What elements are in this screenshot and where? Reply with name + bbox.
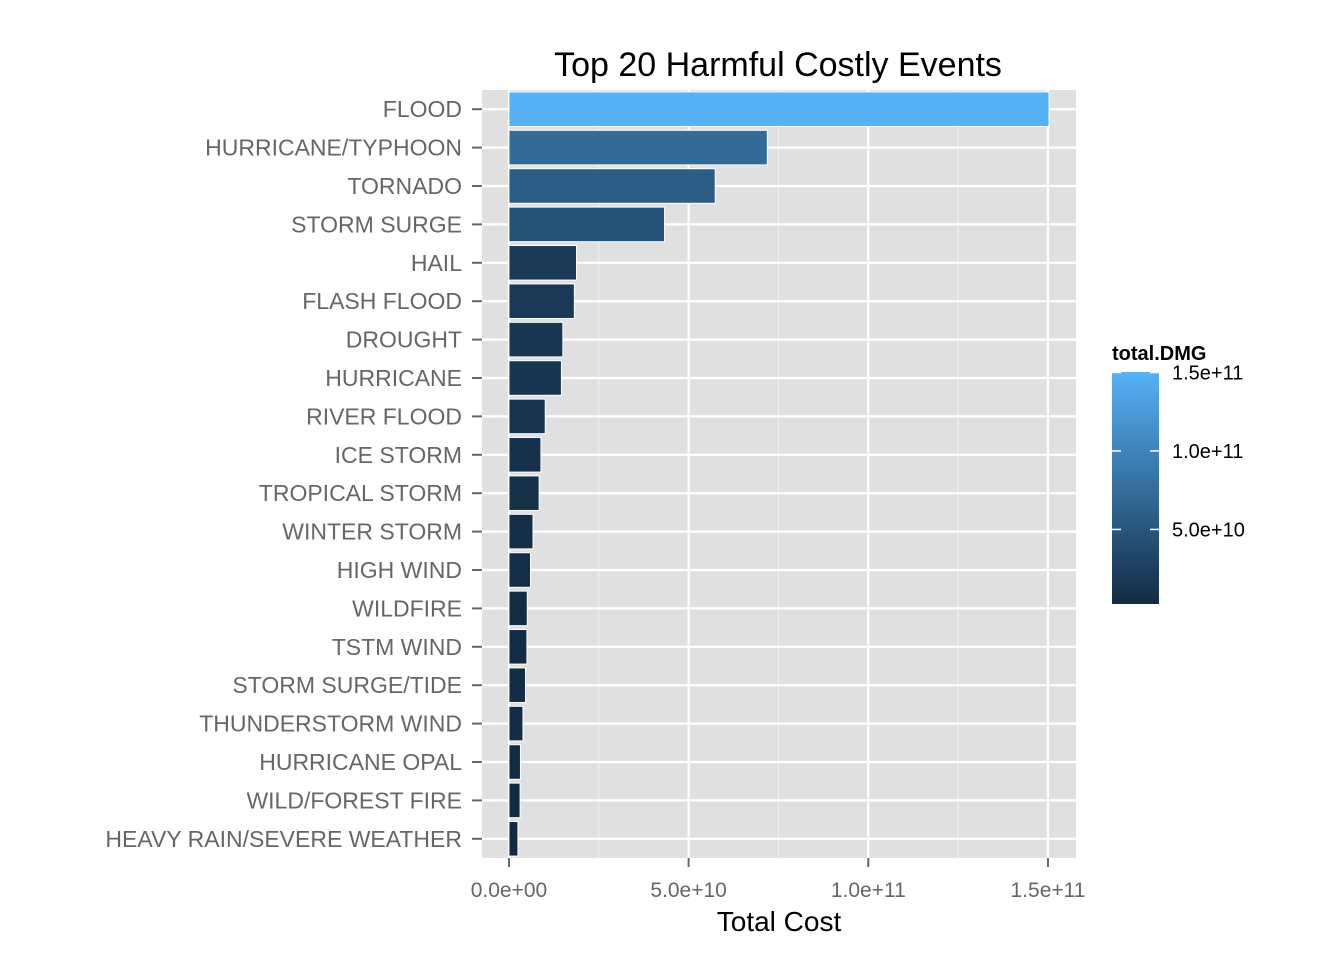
y-tick-label: HAIL [411,250,462,276]
bar [508,129,768,166]
y-tick-label: WILD/FOREST FIRE [246,787,462,813]
bar [508,168,716,204]
y-tick-label: HURRICANE OPAL [259,749,462,775]
y-tick-label: DROUGHT [346,327,462,353]
y-tick-label: THUNDERSTORM WIND [199,711,462,737]
bar [508,705,524,742]
y-tick-label: HIGH WIND [337,557,462,583]
grid-lines [482,90,1076,858]
x-tick-label: 5.0e+10 [650,879,727,902]
x-tick-label: 1.0e+11 [831,879,906,902]
y-tick-label: ICE STORM [335,442,462,468]
x-tick-label: 1.5e+11 [1011,879,1086,902]
bar [508,206,666,243]
bar [508,513,534,550]
plot-panel [482,90,1076,858]
x-axis: 0.0e+00 5.0e+10 1.0e+11 1.5e+11 [471,858,1086,902]
legend-tick-label: 1.0e+11 [1172,441,1243,463]
legend: total.DMG 5.0e+10 1.0e+11 1.5e+11 [1112,343,1245,604]
bar [508,245,578,281]
bar [508,437,542,473]
bar [508,398,546,435]
bar [508,744,521,780]
y-axis: FLOOD HURRICANE/TYPHOON TORNADO STORM SURGE… [105,96,482,852]
y-tick-label: FLOOD [383,96,462,122]
bar [508,360,562,396]
legend-ticks: 5.0e+10 1.0e+11 1.5e+11 [1112,362,1245,541]
chart-title: Top 20 Harmful Costly Events [554,46,1002,84]
y-tick-label: HURRICANE [325,365,462,391]
bar [508,821,519,857]
x-axis-title: Total Cost [717,906,842,937]
y-tick-label: RIVER FLOOD [306,403,462,429]
bar [508,91,1050,127]
bars [508,91,1050,857]
y-tick-label: TSTM WIND [332,634,462,660]
legend-tick-label: 5.0e+10 [1172,519,1245,541]
legend-tick-label: 1.5e+11 [1172,362,1243,384]
legend-title: total.DMG [1112,343,1206,365]
bar [508,629,528,665]
x-tick-label: 0.0e+00 [471,879,548,902]
bar [508,321,564,358]
y-tick-label: STORM SURGE/TIDE [232,672,462,698]
legend-colorbar [1112,372,1159,604]
bar [508,552,532,588]
y-tick-label: TORNADO [347,173,462,199]
bar [508,590,528,627]
y-tick-label: TROPICAL STORM [259,480,462,506]
bar [508,283,575,319]
y-tick-label: STORM SURGE [291,211,462,237]
bar [508,475,540,511]
y-tick-label: HEAVY RAIN/SEVERE WEATHER [105,826,462,852]
bar [508,667,526,703]
y-tick-label: HURRICANE/TYPHOON [205,135,462,161]
y-tick-label: FLASH FLOOD [302,288,462,314]
y-tick-label: WILDFIRE [352,595,462,621]
bar [508,782,521,819]
y-tick-label: WINTER STORM [282,519,462,545]
